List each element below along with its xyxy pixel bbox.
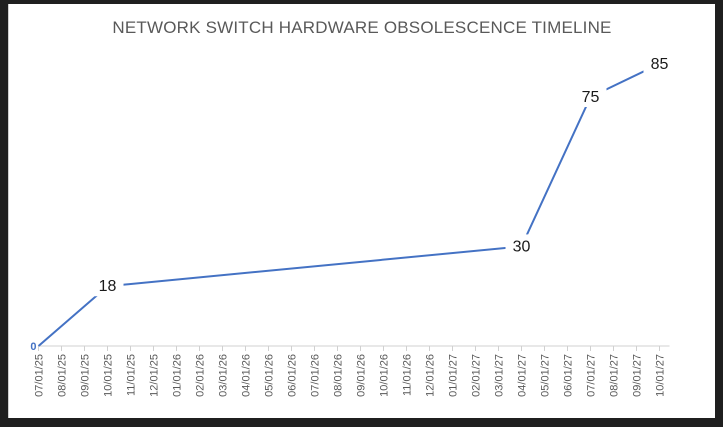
x-tick-label: 08/01/27	[609, 354, 621, 397]
x-tick-label: 08/01/26	[333, 354, 345, 397]
x-tick-label: 06/01/27	[563, 354, 575, 397]
x-tick-label: 10/01/26	[379, 354, 391, 397]
x-tick-label: 02/01/27	[471, 354, 483, 397]
x-tick-label: 03/01/26	[218, 354, 230, 397]
data-label: 30	[513, 238, 531, 255]
x-tick-label: 08/01/25	[57, 354, 69, 397]
x-tick-label: 06/01/26	[287, 354, 299, 397]
line-chart: 07/01/25 08/01/25 09/01/25 10/01/25 11/01/25…	[30, 51, 676, 397]
x-tick-label: 05/01/27	[540, 354, 552, 397]
chart-frame: NETWORK SWITCH HARDWARE OBSOLESCENCE TIM…	[8, 4, 715, 418]
x-tick-label: 10/01/27	[655, 354, 667, 397]
x-tick-label: 10/01/25	[103, 354, 115, 397]
data-label: 18	[99, 278, 117, 295]
data-label: 75	[582, 89, 600, 106]
x-tick-label: 07/01/26	[310, 354, 322, 397]
x-tick-label: 04/01/27	[517, 354, 529, 397]
x-tick-label: 01/01/26	[172, 354, 184, 397]
x-tick-label: 04/01/26	[241, 354, 253, 397]
data-label-background	[643, 51, 676, 74]
series-line	[37, 62, 660, 347]
x-tick-label: 05/01/26	[264, 354, 276, 397]
data-label-background	[91, 274, 124, 297]
x-tick-label: 09/01/25	[80, 354, 92, 397]
x-tick-label: 12/01/26	[425, 354, 437, 397]
x-tick-label: 03/01/27	[494, 354, 506, 397]
x-tick-label: 11/01/26	[402, 354, 414, 396]
chart-title: NETWORK SWITCH HARDWARE OBSOLESCENCE TIM…	[112, 18, 612, 37]
x-tick-label: 01/01/27	[448, 354, 460, 397]
data-label-background	[574, 85, 607, 107]
data-label: 0	[30, 341, 36, 353]
data-label: 85	[651, 56, 669, 73]
x-tick-label: 12/01/25	[149, 354, 161, 397]
x-tick-label: 02/01/26	[195, 354, 207, 397]
data-label-background	[505, 234, 538, 257]
x-tick-label: 07/01/25	[34, 354, 46, 397]
x-tick-label: 09/01/26	[356, 354, 368, 397]
x-tick-label: 07/01/27	[586, 354, 598, 397]
x-tick-label: 09/01/27	[632, 354, 644, 397]
x-tick-label: 11/01/25	[126, 354, 138, 396]
